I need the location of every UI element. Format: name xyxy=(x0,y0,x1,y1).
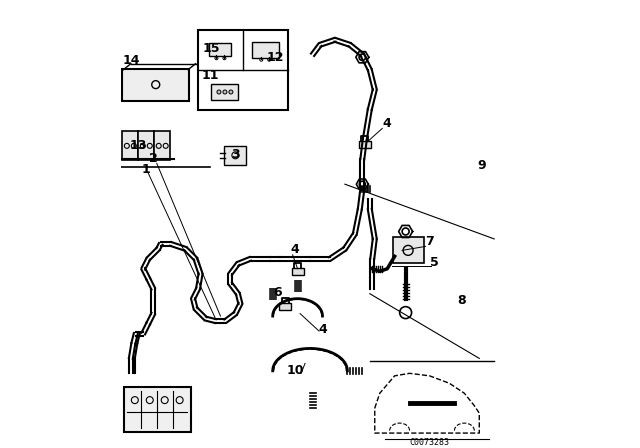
FancyBboxPatch shape xyxy=(138,131,154,160)
FancyBboxPatch shape xyxy=(198,30,287,109)
Text: 6: 6 xyxy=(273,286,282,299)
Text: 4: 4 xyxy=(318,323,327,336)
Text: 10: 10 xyxy=(286,364,304,377)
FancyBboxPatch shape xyxy=(124,387,191,431)
FancyBboxPatch shape xyxy=(209,43,232,56)
FancyBboxPatch shape xyxy=(211,83,238,100)
Circle shape xyxy=(217,90,221,94)
Text: C0073283: C0073283 xyxy=(410,438,449,447)
FancyBboxPatch shape xyxy=(393,237,424,263)
Text: 13: 13 xyxy=(130,139,147,152)
Text: 15: 15 xyxy=(203,42,220,55)
Text: 14: 14 xyxy=(122,54,140,67)
FancyBboxPatch shape xyxy=(225,146,246,165)
Bar xyxy=(359,141,371,148)
Text: 1: 1 xyxy=(141,163,150,176)
Circle shape xyxy=(223,90,227,94)
FancyBboxPatch shape xyxy=(154,131,170,160)
Circle shape xyxy=(229,90,233,94)
Text: 9: 9 xyxy=(477,159,486,172)
Bar xyxy=(279,303,291,310)
Text: 2: 2 xyxy=(149,152,157,165)
Text: 3: 3 xyxy=(231,148,240,161)
Text: 4: 4 xyxy=(383,117,392,130)
Bar xyxy=(292,268,303,275)
Text: 11: 11 xyxy=(202,69,220,82)
Text: 5: 5 xyxy=(430,256,439,269)
FancyBboxPatch shape xyxy=(122,69,189,100)
Text: 4: 4 xyxy=(291,243,300,256)
FancyBboxPatch shape xyxy=(122,131,138,160)
FancyBboxPatch shape xyxy=(252,42,278,58)
Text: 7: 7 xyxy=(425,235,434,248)
Text: 8: 8 xyxy=(458,293,466,306)
Text: 12: 12 xyxy=(266,51,284,64)
